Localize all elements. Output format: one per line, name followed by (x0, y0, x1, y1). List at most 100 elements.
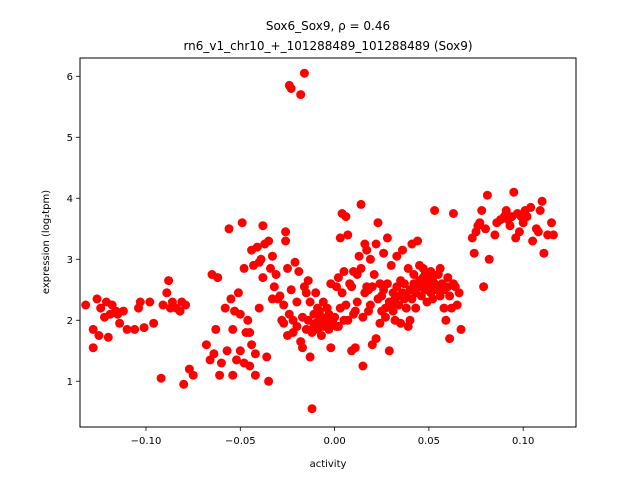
data-point (96, 303, 106, 313)
data-point (479, 282, 489, 292)
data-point (245, 328, 255, 337)
data-point (535, 206, 545, 215)
data-point (239, 263, 249, 273)
data-point (224, 224, 234, 234)
data-point (209, 349, 219, 359)
y-tick-label: 4 (67, 194, 73, 205)
data-point (509, 187, 519, 197)
data-point (539, 248, 549, 258)
data-point (475, 218, 485, 228)
data-point (343, 315, 353, 325)
data-point (428, 294, 438, 304)
data-point (448, 209, 458, 218)
data-point (382, 279, 392, 289)
data-point (490, 230, 500, 240)
data-point (290, 257, 300, 267)
data-point (226, 294, 236, 304)
data-point (292, 297, 302, 307)
points-layer (81, 68, 558, 414)
data-point (333, 273, 343, 283)
data-point (505, 221, 515, 231)
data-point (477, 206, 487, 215)
data-point (341, 212, 351, 222)
data-point (228, 324, 238, 334)
x-tick-label: −0.10 (131, 436, 162, 447)
data-point (158, 300, 168, 310)
data-point (215, 370, 225, 380)
data-point (286, 84, 296, 93)
data-point (201, 340, 211, 350)
data-point (211, 324, 221, 334)
data-point (335, 233, 345, 243)
data-point (130, 324, 140, 334)
data-point (233, 288, 243, 298)
data-point (379, 248, 389, 258)
data-point (250, 370, 260, 380)
data-point (330, 312, 340, 322)
data-point (441, 315, 451, 325)
data-point (298, 343, 307, 353)
data-point (392, 251, 402, 261)
data-point (384, 346, 394, 356)
x-tick-label: 0.10 (512, 436, 534, 447)
data-point (299, 68, 309, 78)
data-point (235, 346, 245, 356)
x-tick-label: −0.05 (225, 436, 256, 447)
data-point (439, 303, 449, 313)
data-point (435, 263, 445, 273)
data-point (254, 303, 264, 313)
data-point (88, 343, 98, 353)
data-point (135, 297, 145, 307)
data-point (115, 318, 125, 328)
data-point (367, 282, 377, 292)
data-point (537, 196, 547, 206)
data-point (526, 202, 536, 212)
data-point (267, 251, 277, 261)
data-point (350, 306, 360, 316)
data-point (341, 300, 351, 310)
data-point (352, 297, 362, 307)
data-point (356, 263, 366, 273)
data-point (281, 236, 291, 246)
data-point (337, 288, 347, 298)
data-point (365, 300, 375, 310)
data-point (305, 297, 315, 307)
data-point (481, 224, 490, 234)
data-point (365, 254, 375, 264)
data-point (258, 273, 268, 283)
data-point (401, 303, 411, 313)
y-tick-label: 1 (67, 377, 73, 388)
data-point (269, 282, 279, 292)
data-point (343, 230, 353, 240)
data-point (362, 245, 372, 255)
data-point (371, 334, 381, 344)
data-point (358, 361, 368, 371)
data-point (118, 306, 128, 316)
data-point (430, 206, 440, 215)
data-point (279, 300, 289, 310)
data-point (350, 343, 360, 353)
x-tick-label: 0.05 (418, 436, 440, 447)
data-point (547, 218, 556, 228)
data-point (156, 373, 166, 383)
data-point (303, 315, 313, 325)
data-point (396, 318, 406, 328)
data-point (482, 190, 492, 200)
data-point (243, 315, 253, 325)
data-point (354, 251, 364, 261)
data-point (139, 323, 149, 333)
data-point (303, 276, 313, 286)
data-point (103, 332, 113, 342)
y-axis-label: expression (log₂tpm) (41, 190, 52, 294)
data-point (279, 318, 289, 328)
y-tick-label: 3 (67, 255, 73, 266)
data-point (339, 267, 349, 276)
y-ticks: 1 2 3 4 5 6 (67, 72, 80, 388)
data-point (296, 90, 306, 100)
data-point (394, 300, 404, 310)
y-tick-label: 5 (67, 133, 73, 144)
data-point (283, 263, 292, 273)
data-point (445, 291, 455, 301)
